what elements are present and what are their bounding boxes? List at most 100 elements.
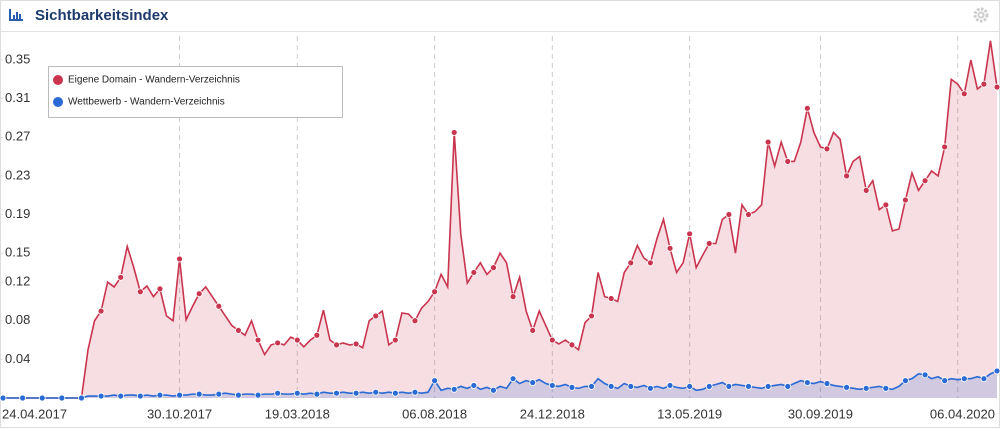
data-point — [0, 394, 7, 402]
series-line — [3, 40, 998, 399]
data-point — [548, 382, 556, 389]
legend-marker — [53, 75, 63, 85]
data-point — [843, 383, 850, 391]
data-point — [647, 259, 654, 267]
data-point — [607, 295, 615, 302]
data-point — [470, 382, 478, 389]
data-point — [993, 83, 1000, 91]
data-point — [215, 302, 223, 310]
data-point — [293, 389, 301, 397]
data-point — [745, 383, 752, 390]
data-point — [391, 389, 399, 397]
data-point — [254, 336, 262, 344]
data-point — [902, 196, 909, 204]
x-tick-label: 30.09.2019 — [788, 406, 853, 421]
data-point — [156, 391, 164, 399]
settings-icon[interactable] — [973, 7, 989, 23]
data-point — [568, 383, 576, 391]
data-point — [529, 379, 537, 386]
data-point — [19, 394, 27, 402]
chart-icon — [9, 9, 23, 21]
x-tick-label: 13.05.2019 — [657, 406, 722, 421]
data-point — [274, 389, 282, 397]
data-point — [960, 375, 968, 383]
data-point — [431, 288, 439, 296]
data-point — [764, 138, 772, 146]
y-tick-label: 0.27 — [5, 129, 30, 144]
data-point — [117, 392, 125, 400]
x-tick-label: 24.04.2017 — [2, 406, 67, 421]
data-point — [313, 390, 321, 398]
data-point — [450, 385, 458, 393]
y-tick-label: 0.19 — [5, 206, 30, 221]
data-point — [666, 382, 674, 389]
data-point — [176, 391, 183, 399]
data-point — [803, 104, 811, 112]
data-point — [176, 255, 183, 263]
data-point — [529, 327, 537, 334]
data-point — [803, 379, 811, 386]
data-point — [117, 273, 125, 281]
data-point — [333, 389, 340, 397]
data-point — [509, 293, 517, 301]
data-point — [274, 339, 282, 347]
data-point — [993, 367, 1000, 375]
data-point — [588, 383, 595, 390]
data-point — [862, 384, 870, 392]
data-point — [686, 230, 694, 238]
data-point — [313, 331, 321, 339]
legend-label: Eigene Domain - Wandern-Verzeichnis — [68, 75, 240, 86]
chart-title: Sichtbarkeitsindex — [35, 7, 169, 24]
data-point — [941, 143, 949, 151]
data-point — [411, 317, 419, 325]
data-point — [588, 312, 595, 320]
area-fill — [3, 40, 997, 398]
data-point — [607, 383, 615, 390]
series-line — [3, 370, 998, 399]
y-tick-label: 0.12 — [5, 274, 30, 289]
data-point — [784, 158, 792, 165]
data-point — [235, 327, 242, 334]
data-point — [136, 392, 144, 400]
data-point — [725, 211, 733, 218]
data-point — [764, 383, 772, 390]
area-fill — [3, 370, 997, 398]
data-point — [293, 336, 301, 344]
data-point — [902, 377, 909, 385]
legend-label: Wettbewerb - Wandern-Verzeichnis — [68, 97, 225, 108]
data-point — [705, 383, 713, 390]
data-point — [784, 383, 792, 390]
data-point — [548, 336, 556, 344]
data-point — [843, 172, 850, 180]
data-point — [627, 383, 635, 390]
data-point — [568, 341, 576, 349]
data-point — [156, 285, 164, 293]
data-point — [333, 341, 340, 349]
data-point — [960, 90, 968, 98]
data-point — [78, 394, 85, 402]
data-point — [627, 259, 635, 267]
data-point — [921, 371, 929, 379]
data-point — [450, 129, 458, 136]
y-tick-label: 0.08 — [5, 312, 30, 327]
plot-area: 24.04.2017 30.10.2017 19.03.2018 06.08.2018… — [0, 36, 1000, 421]
y-tick-label: 0.15 — [5, 245, 30, 260]
y-tick-label: 0.04 — [5, 351, 30, 366]
y-tick-label: 0.35 — [5, 51, 30, 66]
header — [1, 1, 999, 31]
data-point — [235, 391, 242, 399]
data-point — [823, 145, 831, 153]
data-point — [352, 340, 360, 348]
data-point — [509, 375, 517, 383]
data-point — [372, 312, 380, 320]
legend: Eigene Domain - Wandern-Verzeichnis Wettb… — [48, 66, 343, 118]
data-point — [38, 394, 46, 402]
data-point — [862, 186, 870, 194]
data-point — [97, 392, 105, 400]
data-point — [58, 394, 66, 402]
data-point — [647, 384, 654, 392]
data-point — [431, 377, 439, 385]
data-point — [490, 386, 497, 394]
data-point — [254, 391, 262, 399]
